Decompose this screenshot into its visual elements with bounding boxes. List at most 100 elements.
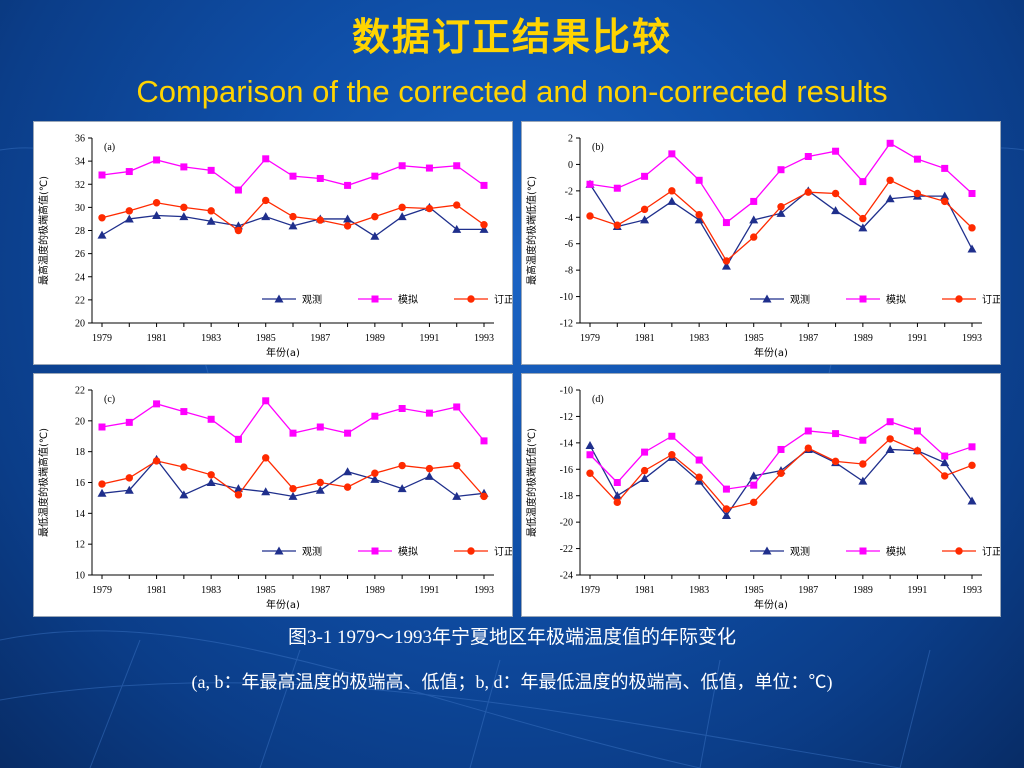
legend-item-corrected: 订正	[454, 294, 512, 306]
data-point-corrected	[426, 465, 433, 472]
data-point-simulated	[180, 163, 187, 170]
x-tick-label: 1987	[310, 333, 330, 344]
data-point-corrected	[235, 491, 242, 498]
data-point-simulated	[778, 166, 785, 173]
data-point-corrected	[941, 472, 948, 479]
data-point-corrected	[859, 460, 866, 467]
data-point-simulated	[290, 173, 297, 180]
data-point-observed	[370, 232, 379, 240]
x-tick-label: 1981	[635, 333, 655, 344]
x-tick-label: 1979	[580, 333, 600, 344]
data-point-observed	[425, 472, 434, 480]
y-tick-label: 36	[75, 134, 85, 145]
data-point-simulated	[941, 165, 948, 172]
y-tick-label: 10	[75, 571, 85, 582]
y-tick-label: -12	[560, 412, 573, 423]
x-tick-label: 1985	[744, 585, 764, 596]
data-point-simulated	[832, 148, 839, 155]
y-tick-label: -4	[565, 213, 573, 224]
data-point-corrected	[968, 462, 975, 469]
legend-label: 模拟	[886, 293, 906, 306]
data-point-simulated	[587, 451, 594, 458]
data-point-corrected	[98, 214, 105, 221]
y-tick-label: 16	[75, 478, 85, 489]
data-point-simulated	[208, 416, 215, 423]
chart-c: 101214161820221979 1981 1983 1985 1987 1989 19…	[34, 374, 512, 616]
data-point-corrected	[180, 463, 187, 470]
data-point-simulated	[317, 175, 324, 182]
y-axis-label: 最高温度的极端高值(℃)	[37, 176, 50, 285]
x-tick-label: 1989	[365, 585, 385, 596]
data-point-simulated	[126, 419, 133, 426]
y-tick-label: 26	[75, 249, 85, 260]
data-point-observed	[261, 212, 270, 220]
data-point-simulated	[887, 140, 894, 147]
data-point-simulated	[99, 172, 106, 179]
data-point-simulated	[235, 436, 242, 443]
panel-tag: (d)	[592, 394, 604, 405]
y-tick-label: 12	[75, 540, 85, 551]
data-point-corrected	[832, 190, 839, 197]
legend-item-simulated: 模拟	[358, 545, 418, 558]
data-point-corrected	[668, 187, 675, 194]
x-tick-label: 1991	[907, 585, 927, 596]
legend-item-observed: 观测	[750, 545, 810, 558]
y-tick-label: -10	[560, 292, 573, 303]
data-point-simulated	[290, 430, 297, 437]
legend-marker	[372, 548, 379, 555]
data-point-corrected	[914, 447, 921, 454]
x-tick-label: 1985	[744, 333, 764, 344]
chart-d: -24-22-20-18-16-14-12-101979 1981 1983 1985…	[522, 374, 1000, 616]
legend-item-corrected: 订正	[454, 546, 512, 558]
data-point-simulated	[587, 181, 594, 188]
data-point-corrected	[317, 216, 324, 223]
y-tick-label: -20	[560, 518, 573, 529]
panel-tag: (a)	[104, 142, 115, 153]
y-tick-label: 0	[568, 160, 573, 171]
data-point-simulated	[914, 427, 921, 434]
legend-item-observed: 观测	[262, 293, 322, 306]
data-point-corrected	[207, 207, 214, 214]
data-point-simulated	[153, 156, 160, 163]
data-point-observed	[667, 197, 676, 205]
y-tick-label: 20	[75, 416, 85, 427]
data-point-simulated	[914, 156, 921, 163]
data-point-corrected	[453, 462, 460, 469]
x-tick-label: 1987	[798, 333, 818, 344]
x-tick-label: 1991	[419, 333, 439, 344]
data-point-simulated	[723, 486, 730, 493]
data-point-simulated	[208, 167, 215, 174]
data-point-corrected	[614, 222, 621, 229]
x-tick-label: 1981	[147, 585, 167, 596]
data-point-corrected	[859, 215, 866, 222]
panel-tag: (c)	[104, 394, 115, 405]
y-tick-label: 24	[75, 272, 85, 283]
legend-item-simulated: 模拟	[846, 545, 906, 558]
y-tick-label: 2	[568, 134, 573, 145]
legend-label: 观测	[302, 545, 322, 558]
data-point-corrected	[695, 211, 702, 218]
data-point-corrected	[262, 454, 269, 461]
data-point-corrected	[398, 462, 405, 469]
data-point-simulated	[969, 190, 976, 197]
data-point-simulated	[399, 405, 406, 412]
y-tick-label: -18	[560, 491, 573, 502]
x-tick-label: 1983	[689, 333, 709, 344]
data-point-simulated	[371, 413, 378, 420]
x-axis-label: 年份(a)	[266, 598, 300, 611]
data-point-corrected	[750, 499, 757, 506]
data-point-corrected	[153, 457, 160, 464]
data-point-simulated	[399, 162, 406, 169]
data-point-corrected	[586, 212, 593, 219]
data-point-corrected	[344, 483, 351, 490]
data-point-observed	[968, 245, 977, 253]
data-point-corrected	[586, 470, 593, 477]
legend-item-simulated: 模拟	[358, 293, 418, 306]
y-tick-label: 32	[75, 180, 85, 191]
y-tick-label: -16	[560, 465, 573, 476]
y-tick-label: 14	[75, 509, 85, 520]
y-axis-label: 最低温度的极端高值(℃)	[37, 428, 50, 537]
legend-label: 观测	[790, 545, 810, 558]
data-point-simulated	[481, 437, 488, 444]
legend-item-simulated: 模拟	[846, 293, 906, 306]
